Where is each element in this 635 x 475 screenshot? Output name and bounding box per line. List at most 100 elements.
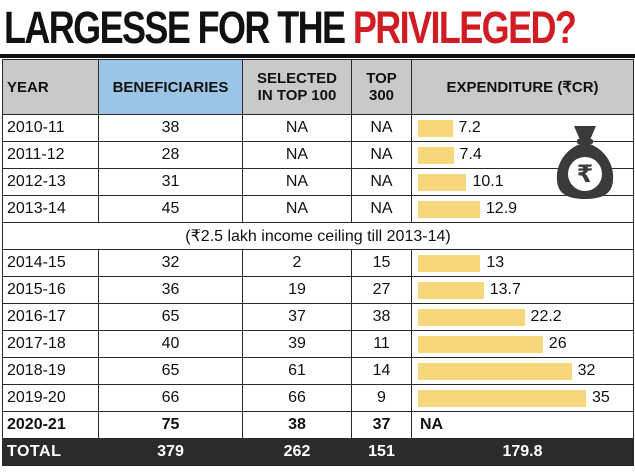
top100-cell: 38 [242,411,352,439]
year-cell: 2011-12 [2,141,99,169]
table-row: 2011-12 28 NA NA 7.4 [2,141,634,169]
table-row: 2017-18 40 39 11 26 [2,330,634,358]
expenditure-cell: 13.7 [411,276,634,304]
beneficiaries-cell: 65 [98,357,243,385]
page-title: LARGESSE FOR THE PRIVILEGED? [4,2,577,53]
year-cell: 2017-18 [2,330,99,358]
top300-cell: 9 [351,384,412,412]
table-row: 2020-21 75 38 37 NA [2,411,634,439]
expenditure-label: 10.1 [472,173,504,190]
expenditure-bar [418,120,453,137]
beneficiaries-cell: 36 [98,276,243,304]
note-row: (₹2.5 lakh income ceiling till 2013-14) [2,222,634,250]
expenditure-bar [418,147,454,164]
header-top100: SELECTED IN TOP 100 [242,59,352,115]
year-cell: 2010-11 [2,114,99,142]
expenditure-label: 35 [592,389,610,406]
table-row: 2014-15 32 2 15 13 [2,249,634,277]
expenditure-cell: 32 [411,357,634,385]
expenditure-label: 7.4 [459,146,482,163]
expenditure-cell: 35 [411,384,634,412]
beneficiaries-cell: 38 [98,114,243,142]
top100-cell: NA [242,114,352,142]
total-beneficiaries: 379 [98,438,243,466]
beneficiaries-cell: 40 [98,330,243,358]
beneficiaries-cell: 65 [98,303,243,331]
year-cell: 2013-14 [2,195,99,223]
top300-cell: 37 [351,411,412,439]
year-cell: 2019-20 [2,384,99,412]
top100-cell: 19 [242,276,352,304]
beneficiaries-cell: 28 [98,141,243,169]
expenditure-label: 12.9 [485,200,518,217]
top300-cell: 27 [351,276,412,304]
expenditure-bar [418,336,543,353]
table-row: 2019-20 66 66 9 35 [2,384,634,412]
expenditure-label: 13 [486,254,505,271]
header-top300-line1: TOP [366,70,397,87]
top100-cell: 39 [242,330,352,358]
top300-cell: 11 [351,330,412,358]
total-top300: 151 [351,438,412,466]
header-top100-line2: IN TOP 100 [257,87,337,104]
expenditure-bar [418,282,484,299]
header-row: YEAR BENEFICIARIES SELECTED IN TOP 100 TO… [2,59,634,115]
expenditure-label: 32 [577,362,596,379]
year-cell: 2020-21 [2,411,99,439]
top300-cell: 38 [351,303,412,331]
expenditure-cell: 7.2 [411,114,634,142]
expenditure-cell: NA [411,411,634,439]
year-cell: 2016-17 [2,303,99,331]
top100-cell: 66 [242,384,352,412]
title-part1: LARGESSE FOR THE [4,2,346,53]
year-cell: 2012-13 [2,168,99,196]
top300-cell: NA [351,141,412,169]
total-row: TOTAL 379 262 151 179.8 [2,438,634,466]
top100-cell: NA [242,141,352,169]
table-row: 2016-17 65 37 38 22.2 [2,303,634,331]
beneficiaries-cell: 45 [98,195,243,223]
beneficiaries-cell: 31 [98,168,243,196]
title-part2: PRIVILEGED? [352,2,577,53]
expenditure-cell: 12.9 [411,195,634,223]
top100-cell: 61 [242,357,352,385]
top100-cell: NA [242,168,352,196]
header-year: YEAR [2,59,99,115]
top300-cell: NA [351,168,412,196]
table-body: 2010-11 38 NA NA 7.2 2011-12 28 NA NA 7.4 2012-13 3… [2,114,634,466]
top100-cell: 37 [242,303,352,331]
expenditure-label: 13.7 [489,281,521,298]
expenditure-cell: 13 [411,249,634,277]
title-rule [0,54,635,58]
beneficiaries-cell: 32 [98,249,243,277]
top300-cell: NA [351,195,412,223]
header-beneficiaries: BENEFICIARIES [98,59,243,115]
expenditure-cell: 22.2 [411,303,634,331]
expenditure-bar [418,255,481,272]
table-row: 2015-16 36 19 27 13.7 [2,276,634,304]
table-row: 2010-11 38 NA NA 7.2 [2,114,634,142]
header-top300: TOP 300 [351,59,412,115]
expenditure-label: 7.2 [458,119,481,136]
expenditure-label: 22.2 [530,308,562,325]
header-top300-line2: 300 [368,87,395,104]
beneficiaries-cell: 75 [98,411,243,439]
expenditure-bar [418,363,572,380]
top100-cell: 2 [242,249,352,277]
top300-cell: 15 [351,249,412,277]
expenditure-bar [418,390,586,407]
expenditure-bar [418,174,467,191]
expenditure-label: 26 [548,335,567,352]
expenditure-label: NA [420,416,444,433]
top100-cell: NA [242,195,352,223]
svg-text:₹: ₹ [577,160,594,188]
total-expenditure: 179.8 [411,438,634,466]
top300-cell: NA [351,114,412,142]
total-label: TOTAL [2,438,99,466]
table-row: 2013-14 45 NA NA 12.9 [2,195,634,223]
year-cell: 2014-15 [2,249,99,277]
header-top100-line1: SELECTED [256,70,337,87]
header-expenditure: EXPENDITURE (₹CR) [411,59,634,115]
income-ceiling-note: (₹2.5 lakh income ceiling till 2013-14) [2,222,634,250]
